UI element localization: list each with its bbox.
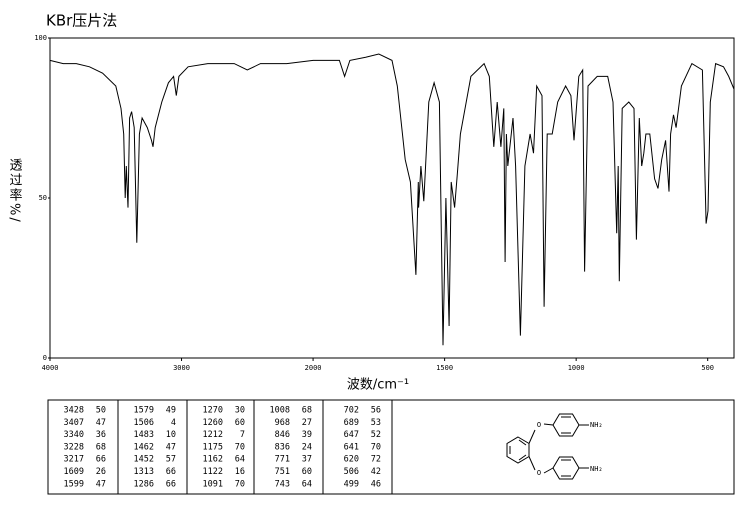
- peak-transmittance: 70: [371, 442, 381, 452]
- peak-transmittance: 39: [302, 430, 312, 440]
- peak-wavenumber: 846: [275, 430, 290, 440]
- x-tick-label: 4000: [42, 364, 59, 372]
- x-tick-label: 1000: [568, 364, 585, 372]
- peak-transmittance: 4: [171, 418, 176, 428]
- peak-wavenumber: 647: [344, 430, 359, 440]
- x-axis-label: 波数/cm⁻¹: [347, 378, 409, 393]
- peak-wavenumber: 1122: [203, 467, 223, 477]
- peak-transmittance: 26: [96, 467, 106, 477]
- peak-transmittance: 10: [166, 430, 176, 440]
- peak-wavenumber: 1175: [203, 442, 223, 452]
- y-tick-label: 100: [34, 34, 47, 42]
- peak-transmittance: 70: [235, 479, 245, 489]
- peak-transmittance: 66: [166, 479, 176, 489]
- peak-wavenumber: 1260: [203, 418, 223, 428]
- peak-transmittance: 30: [235, 406, 245, 416]
- peak-wavenumber: 1483: [134, 430, 154, 440]
- peak-wavenumber: 1462: [134, 442, 154, 452]
- peak-transmittance: 57: [166, 455, 176, 465]
- y-tick-label: 0: [43, 354, 47, 362]
- peak-wavenumber: 702: [344, 406, 359, 416]
- y-tick-label: 50: [39, 194, 47, 202]
- peak-wavenumber: 506: [344, 467, 359, 477]
- peak-wavenumber: 499: [344, 479, 359, 489]
- peak-transmittance: 50: [96, 406, 106, 416]
- peak-transmittance: 72: [371, 455, 381, 465]
- peak-wavenumber: 1286: [134, 479, 154, 489]
- x-tick-label: 3000: [173, 364, 190, 372]
- peak-transmittance: 37: [302, 455, 312, 465]
- peak-transmittance: 66: [166, 467, 176, 477]
- atom-label: NH₂: [590, 465, 603, 473]
- peak-wavenumber: 1091: [203, 479, 223, 489]
- peak-wavenumber: 1609: [64, 467, 84, 477]
- peak-wavenumber: 836: [275, 442, 290, 452]
- y-axis-label: 透过率%/: [7, 158, 23, 224]
- atom-label: O: [537, 469, 541, 477]
- peak-wavenumber: 1313: [134, 467, 154, 477]
- peak-wavenumber: 3228: [64, 442, 84, 452]
- peak-wavenumber: 743: [275, 479, 290, 489]
- peak-transmittance: 49: [166, 406, 176, 416]
- peak-wavenumber: 3428: [64, 406, 84, 416]
- peak-transmittance: 64: [235, 455, 245, 465]
- peak-wavenumber: 1212: [203, 430, 223, 440]
- x-tick-label: 2000: [305, 364, 322, 372]
- chart-title: KBr压片法: [46, 12, 117, 30]
- x-tick-label: 500: [701, 364, 714, 372]
- peak-wavenumber: 1452: [134, 455, 154, 465]
- peak-wavenumber: 1599: [64, 479, 84, 489]
- peak-wavenumber: 1008: [270, 406, 290, 416]
- peak-wavenumber: 1270: [203, 406, 223, 416]
- peak-wavenumber: 3217: [64, 455, 84, 465]
- peak-transmittance: 70: [235, 442, 245, 452]
- peak-transmittance: 16: [235, 467, 245, 477]
- peak-transmittance: 68: [302, 406, 312, 416]
- peak-wavenumber: 3407: [64, 418, 84, 428]
- peak-wavenumber: 1162: [203, 455, 223, 465]
- peak-transmittance: 47: [96, 418, 106, 428]
- peak-transmittance: 27: [302, 418, 312, 428]
- peak-wavenumber: 1579: [134, 406, 154, 416]
- atom-label: O: [537, 421, 541, 429]
- structure: [506, 413, 589, 480]
- peak-transmittance: 47: [96, 479, 106, 489]
- plot-frame: [49, 37, 735, 359]
- peak-wavenumber: 751: [275, 467, 290, 477]
- peak-transmittance: 52: [371, 430, 381, 440]
- peak-wavenumber: 3340: [64, 430, 84, 440]
- peak-wavenumber: 689: [344, 418, 359, 428]
- peak-wavenumber: 1506: [134, 418, 154, 428]
- peak-transmittance: 7: [240, 430, 245, 440]
- peak-transmittance: 46: [371, 479, 381, 489]
- peak-transmittance: 53: [371, 418, 381, 428]
- peak-transmittance: 64: [302, 479, 312, 489]
- peak-wavenumber: 641: [344, 442, 359, 452]
- peak-wavenumber: 620: [344, 455, 359, 465]
- peak-transmittance: 47: [166, 442, 176, 452]
- table-frame: [47, 399, 735, 495]
- peak-wavenumber: 771: [275, 455, 290, 465]
- peak-wavenumber: 968: [275, 418, 290, 428]
- peak-transmittance: 36: [96, 430, 106, 440]
- spectrum-line: [49, 53, 735, 346]
- peak-transmittance: 68: [96, 442, 106, 452]
- peak-transmittance: 66: [96, 455, 106, 465]
- peak-transmittance: 42: [371, 467, 381, 477]
- peak-transmittance: 24: [302, 442, 312, 452]
- peak-transmittance: 60: [302, 467, 312, 477]
- atom-label: NH₂: [590, 421, 603, 429]
- x-tick-label: 1500: [436, 364, 453, 372]
- peak-transmittance: 60: [235, 418, 245, 428]
- peak-transmittance: 56: [371, 406, 381, 416]
